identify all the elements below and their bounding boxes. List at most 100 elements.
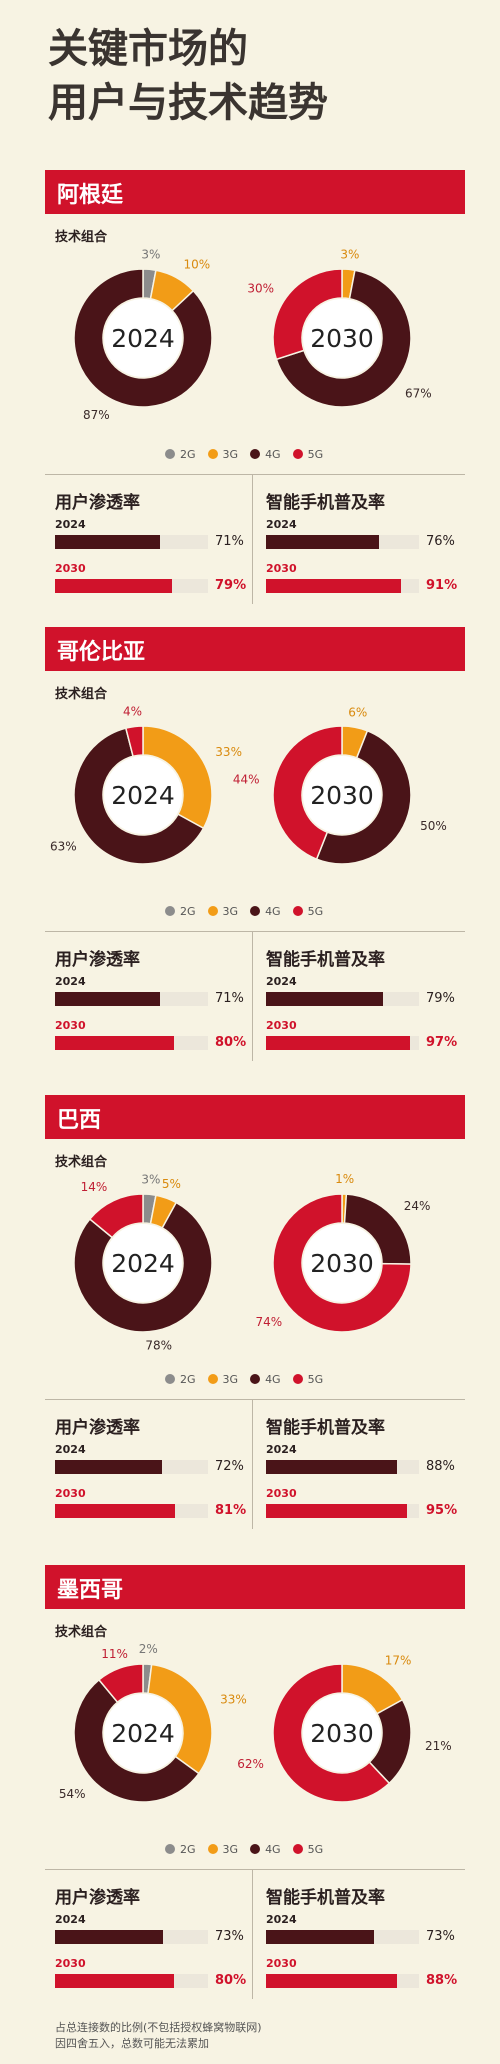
donut-2030: 17% 21% 62% 2030 [237,1654,452,1803]
country-section: 墨西哥 技术组合 2% 33% 54% 11% 2024 17% 21% 62% 2030 2G 3G 4… [0,1565,500,2005]
metric-divider [252,1399,253,1529]
legend-item-5g: 5G [292,448,324,461]
donut-2024: 2% 33% 54% 11% 2024 [59,1642,247,1803]
donut-charts: 3% 10% 87% 2024 3% 67% 30% 2030 [73,247,432,422]
legend-label: 5G [307,905,324,918]
legend-dot-5g [292,1374,303,1384]
segment-label-3g: 33% [220,1693,247,1707]
donut-segment-4g [73,268,213,408]
donut-year-label: 2030 [310,781,374,810]
donut-year-label: 2030 [310,1719,374,1748]
year-label-2024: 2024 [55,1913,86,1926]
legend-item-3g: 3G [207,1373,238,1386]
bar-fill-2030 [266,1036,410,1050]
donut-year-label: 2024 [111,1249,175,1278]
year-label-2024: 2024 [266,975,297,988]
legend-dot-4g [250,449,261,459]
segment-label-3g: 3% [340,247,359,261]
tech-mix-label: 技术组合 [55,1155,108,1170]
smartphone-adoption-title: 智能手机普及率 [266,493,385,513]
bar-fill-2030 [55,1974,174,1988]
legend-item-3g: 3G [207,1843,238,1856]
bar-fill-2024 [55,535,161,549]
bar-track [55,1460,208,1474]
country-banner: 哥伦比亚 [45,627,465,671]
legend: 2G 3G 4G 5G [165,1843,335,1856]
country-section: 巴西 技术组合 3% 5% 78% 14% 2024 1% 24% 74% 2030 2G 3G 4G 5G… [0,1095,500,1535]
segment-label-3g: 6% [348,705,367,719]
metric-divider [252,1869,253,1999]
donut-segment-3g [147,1663,213,1775]
legend-item-4g: 4G [250,905,281,918]
segment-label-4g: 24% [404,1199,431,1213]
bar-fill-2030 [55,579,173,593]
bar-fill-2024 [266,535,379,549]
page-title: 关键市场的 用户与技术趋势 [48,22,328,130]
donut-charts: 2% 33% 54% 11% 2024 17% 21% 62% 2030 [59,1642,452,1803]
legend-dot-2g [165,1844,175,1854]
country-name: 哥伦比亚 [57,640,146,665]
segment-label-4g: 21% [425,1739,452,1753]
year-label-2024: 2024 [266,1913,297,1926]
year-label-2030: 2030 [55,1487,86,1500]
legend-item-4g: 4G [250,448,281,461]
value-label: 71% [215,534,244,549]
user-penetration-title: 用户渗透率 [55,493,140,513]
country-section: 阿根廷 技术组合 3% 10% 87% 2024 3% 67% 30% 2030 2G 3G 4G 5G 用… [0,170,500,610]
bar-fill-2030 [55,1036,174,1050]
smartphone-adoption-title: 智能手机普及率 [266,1418,385,1438]
smartphone-adoption-title: 智能手机普及率 [266,1888,385,1908]
segment-label-5g: 30% [247,282,274,296]
donut-charts: 33% 63% 4% 2024 6% 50% 44% 2030 [50,705,447,865]
year-label-2024: 2024 [266,518,297,531]
year-label-2030: 2030 [266,1019,297,1032]
segment-label-4g: 87% [83,408,110,422]
value-label: 71% [215,991,244,1006]
legend-label: 3G [222,905,239,918]
legend-dot-2g [165,1374,175,1384]
year-label-2024: 2024 [55,1443,86,1456]
donut-segment-5g [97,1663,144,1704]
legend-item-2g: 2G [165,448,196,461]
bar-fill-2030 [266,1974,397,1988]
legend: 2G 3G 4G 5G [165,1373,335,1386]
legend-label: 2G [180,1843,196,1856]
legend-label: 4G [265,905,281,918]
bar-track [266,1930,419,1944]
value-label: 73% [215,1929,244,1944]
bar-fill-2024 [266,1460,397,1474]
legend: 2G 3G 4G 5G [165,905,335,918]
segment-label-3g: 10% [183,257,210,271]
user-penetration-title: 用户渗透率 [55,1888,140,1908]
donut-segment-3g [142,725,213,830]
legend-dot-2g [165,449,175,459]
user-penetration-title: 用户渗透率 [55,950,140,970]
bar-fill-2030 [266,1504,407,1518]
legend-label: 2G [180,905,196,918]
donut-segment-5g [272,268,343,361]
legend: 2G 3G 4G 5G [165,448,335,461]
legend-dot-5g [292,449,303,459]
segment-label-3g: 33% [215,745,242,759]
bar-fill-2024 [55,1930,164,1944]
bar-track [266,992,419,1006]
bar-fill-2024 [55,992,161,1006]
legend-label: 5G [307,1373,324,1386]
year-label-2030: 2030 [55,1957,86,1970]
title-line-1: 关键市场的 [48,26,248,72]
donut-2024: 3% 10% 87% 2024 [73,247,213,422]
segment-label-5g: 11% [101,1647,128,1661]
donut-year-label: 2024 [111,324,175,353]
legend-dot-3g [207,449,218,459]
legend-dot-3g [207,1844,218,1854]
segment-label-4g: 63% [50,839,77,853]
legend-label: 5G [307,448,324,461]
segment-label-4g: 54% [59,1787,86,1801]
segment-label-5g: 14% [81,1180,108,1194]
tech-mix-label: 技术组合 [55,230,108,245]
smartphone-adoption-title: 智能手机普及率 [266,950,385,970]
donut-center [104,1224,182,1302]
donut-segment-4g [275,269,412,408]
legend-dot-2g [165,906,175,916]
segment-label-5g: 44% [233,772,260,786]
